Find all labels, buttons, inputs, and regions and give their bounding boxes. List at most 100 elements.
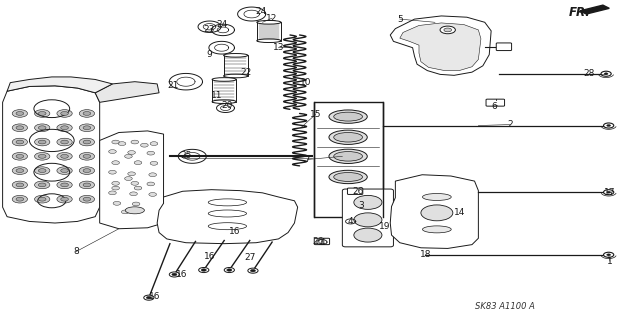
Ellipse shape: [422, 210, 451, 217]
Circle shape: [354, 213, 382, 227]
Circle shape: [83, 112, 91, 115]
Circle shape: [79, 167, 95, 174]
Text: 2: 2: [508, 120, 513, 129]
Circle shape: [35, 110, 50, 117]
Circle shape: [421, 205, 453, 221]
Text: 12: 12: [266, 14, 278, 23]
Polygon shape: [3, 86, 100, 223]
Ellipse shape: [329, 149, 367, 163]
Circle shape: [79, 152, 95, 160]
Ellipse shape: [329, 130, 367, 145]
Circle shape: [112, 161, 120, 165]
Polygon shape: [400, 23, 481, 70]
Circle shape: [147, 296, 152, 299]
Circle shape: [125, 154, 132, 158]
Text: 6: 6: [492, 102, 497, 111]
Circle shape: [109, 191, 116, 195]
Circle shape: [601, 71, 611, 76]
Circle shape: [12, 152, 28, 160]
Polygon shape: [7, 77, 113, 93]
Circle shape: [38, 197, 46, 201]
Circle shape: [57, 110, 72, 117]
Polygon shape: [95, 82, 159, 102]
Circle shape: [147, 182, 155, 186]
Circle shape: [83, 169, 91, 173]
Circle shape: [607, 254, 611, 256]
Ellipse shape: [333, 173, 362, 182]
Polygon shape: [390, 175, 478, 249]
Circle shape: [12, 196, 28, 203]
Circle shape: [61, 112, 68, 115]
FancyBboxPatch shape: [314, 238, 330, 245]
Circle shape: [61, 140, 68, 144]
Ellipse shape: [125, 207, 145, 214]
Ellipse shape: [257, 20, 281, 24]
Circle shape: [57, 181, 72, 189]
Circle shape: [16, 126, 24, 130]
Text: 22: 22: [240, 68, 252, 77]
Ellipse shape: [422, 226, 451, 233]
Text: 18: 18: [420, 250, 431, 259]
Circle shape: [79, 181, 95, 189]
Circle shape: [16, 154, 24, 158]
Text: 14: 14: [454, 208, 465, 217]
Circle shape: [35, 152, 50, 160]
Circle shape: [109, 150, 116, 153]
Ellipse shape: [257, 39, 281, 42]
FancyBboxPatch shape: [342, 189, 394, 247]
Text: 5: 5: [397, 15, 403, 24]
Circle shape: [144, 295, 154, 300]
Circle shape: [147, 151, 155, 155]
Circle shape: [440, 26, 456, 34]
Text: 19: 19: [380, 222, 391, 231]
Text: 25: 25: [180, 151, 191, 160]
Circle shape: [118, 142, 126, 145]
Text: 17: 17: [604, 188, 616, 197]
Circle shape: [16, 197, 24, 201]
Polygon shape: [580, 5, 609, 14]
Circle shape: [79, 110, 95, 117]
Text: 7: 7: [305, 155, 310, 164]
Circle shape: [79, 124, 95, 131]
Text: 15: 15: [310, 110, 321, 119]
Circle shape: [61, 183, 68, 187]
Text: 26: 26: [353, 187, 364, 196]
Circle shape: [128, 172, 136, 176]
Circle shape: [109, 170, 116, 174]
Circle shape: [38, 126, 46, 130]
Bar: [212, 79, 236, 102]
FancyBboxPatch shape: [496, 43, 511, 50]
Circle shape: [12, 167, 28, 174]
Circle shape: [134, 186, 142, 190]
Ellipse shape: [333, 152, 362, 161]
Text: 3: 3: [358, 201, 364, 210]
Circle shape: [131, 182, 139, 185]
FancyBboxPatch shape: [486, 99, 504, 106]
Text: 9: 9: [207, 50, 212, 59]
Circle shape: [130, 192, 138, 196]
Circle shape: [201, 269, 206, 271]
Circle shape: [248, 268, 258, 273]
Circle shape: [128, 151, 136, 154]
Circle shape: [125, 177, 132, 181]
Circle shape: [83, 183, 91, 187]
Ellipse shape: [223, 74, 248, 78]
Text: 11: 11: [211, 92, 222, 100]
Circle shape: [224, 268, 234, 272]
Circle shape: [134, 161, 142, 165]
Text: 27: 27: [244, 253, 255, 262]
Polygon shape: [390, 16, 491, 75]
Circle shape: [38, 112, 46, 115]
Circle shape: [607, 191, 611, 193]
Circle shape: [604, 190, 614, 195]
Text: 10: 10: [300, 78, 312, 87]
Circle shape: [604, 73, 608, 75]
Ellipse shape: [223, 54, 248, 57]
Circle shape: [16, 169, 24, 173]
Text: 20: 20: [221, 101, 233, 110]
Circle shape: [122, 210, 129, 214]
Circle shape: [112, 186, 120, 190]
Ellipse shape: [329, 110, 367, 123]
Circle shape: [354, 228, 382, 242]
Circle shape: [35, 138, 50, 146]
